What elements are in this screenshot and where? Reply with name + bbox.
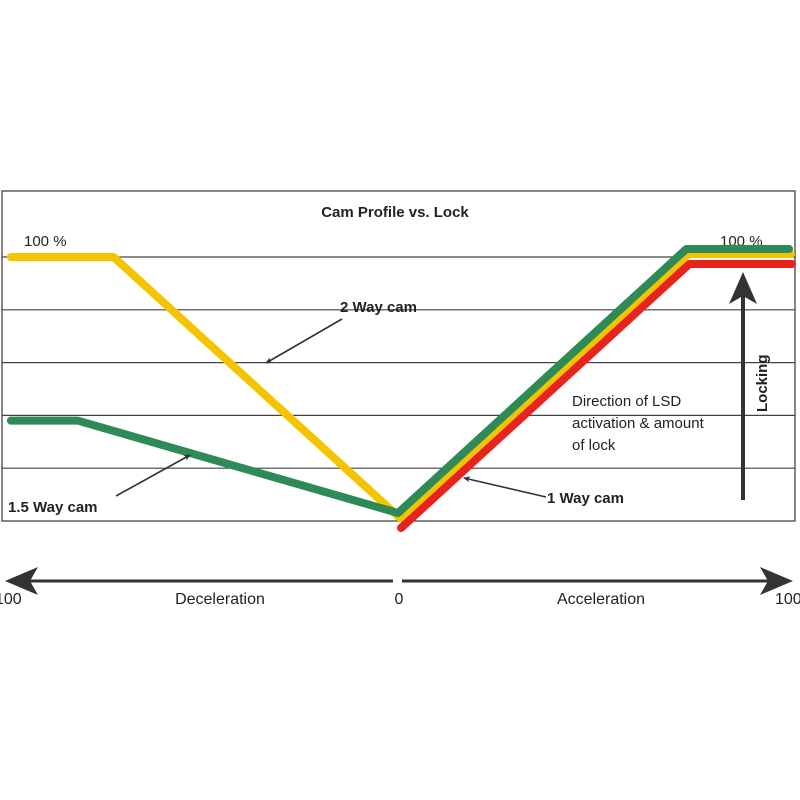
axis-left-end-label: 100: [0, 591, 22, 608]
deceleration-arrow-head: [5, 567, 38, 595]
series-line-1-way-cam: [397, 260, 797, 532]
max-label-left: 100 %: [24, 233, 67, 250]
gridlines: [2, 256, 795, 469]
series-line-1-5-way-cam: [6, 245, 794, 517]
two-way-label: 2 Way cam: [340, 299, 417, 316]
acceleration-arrow-head: [760, 567, 793, 595]
one-way-label: 1 Way cam: [547, 490, 624, 507]
axis-right-end-label: 100: [775, 591, 800, 608]
one-five-way-pointer-arrow: [115, 454, 191, 497]
plot-frame: [1, 190, 796, 522]
one-five-way-label: 1.5 Way cam: [8, 499, 98, 516]
direction-text-3: of lock: [572, 437, 616, 454]
locking-arrow-head: [729, 272, 757, 304]
axis-zero-label: 0: [395, 591, 404, 608]
direction-text-1: Direction of LSD: [572, 393, 681, 410]
locking-label: Locking: [754, 354, 771, 412]
series-lines: [6, 245, 797, 532]
one-way-pointer-arrow: [463, 476, 547, 498]
direction-text-2: activation & amount: [572, 415, 705, 432]
axis-deceleration-label: Deceleration: [175, 591, 265, 608]
chart-title: Cam Profile vs. Lock: [321, 204, 469, 221]
axis-acceleration-label: Acceleration: [557, 591, 645, 608]
series-line-2-way-cam: [6, 250, 796, 522]
two-way-pointer-arrow: [265, 318, 343, 364]
